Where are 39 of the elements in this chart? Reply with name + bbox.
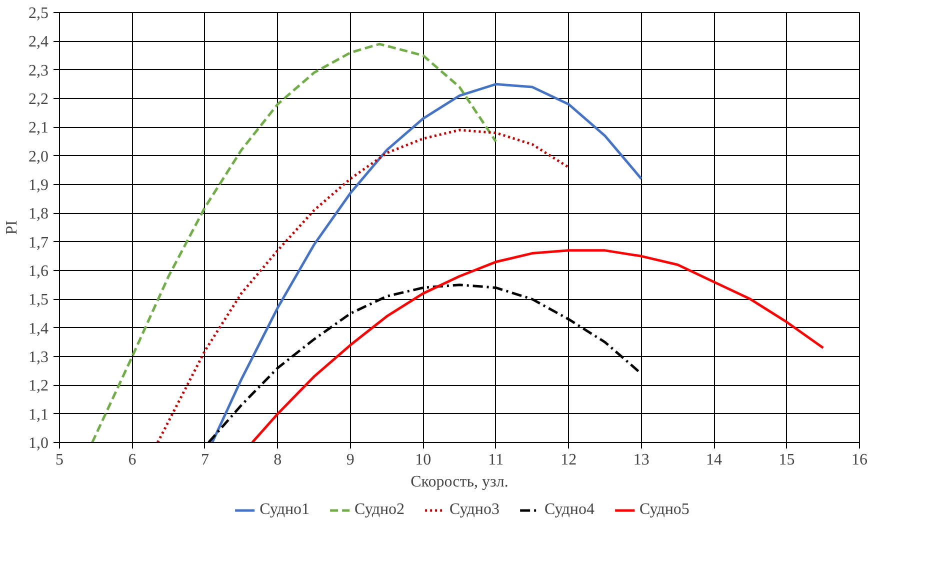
- x-tick-label: 13: [633, 452, 650, 468]
- y-tick-label: 1,2: [28, 378, 48, 395]
- x-tick-label: 10: [415, 452, 432, 468]
- y-tick-label: 2,2: [28, 91, 48, 108]
- line-series: [156, 128, 570, 442]
- y-tick-label: 1,0: [28, 435, 48, 452]
- legend-label: Судно3: [450, 501, 500, 519]
- y-tick-label: 2,1: [28, 120, 48, 137]
- y-tick-label: 1,4: [28, 320, 48, 338]
- x-tick-label: 12: [560, 452, 577, 468]
- y-tick-label: 1,6: [28, 263, 48, 280]
- x-tick-label: 15: [778, 452, 795, 468]
- line-series: [250, 249, 824, 442]
- y-tick-label: 1,5: [28, 292, 48, 309]
- x-axis-title: Скорость, узл.: [410, 474, 508, 490]
- x-tick-label: 11: [488, 452, 504, 468]
- y-tick-label: 2,0: [28, 148, 48, 166]
- y-tick-label: 2,5: [28, 5, 48, 22]
- y-tick-label: 1,8: [28, 206, 48, 223]
- x-tick-label: 8: [274, 452, 282, 468]
- y-tick-label: 1,1: [28, 406, 48, 424]
- legend-label: Судно4: [544, 501, 594, 519]
- x-tick-label: 9: [346, 452, 354, 468]
- x-tick-label: 14: [706, 452, 722, 468]
- y-tick-label: 1,7: [28, 234, 48, 252]
- x-tick-label: 7: [200, 452, 209, 468]
- legend-label: Судно2: [354, 501, 405, 519]
- y-tick-label: 1,3: [28, 349, 48, 366]
- y-tick-label: 2,3: [28, 62, 48, 80]
- y-tick-label: 1,9: [28, 177, 48, 194]
- line-series: [90, 42, 498, 442]
- x-tick-label: 6: [128, 452, 136, 468]
- y-tick-label: 2,4: [28, 34, 48, 51]
- legend-label: Судно5: [639, 501, 690, 519]
- line-series: [210, 82, 643, 442]
- y-axis-title: PI: [4, 220, 20, 235]
- x-tick-label: 5: [56, 452, 64, 468]
- legend-label: Судно1: [260, 501, 310, 519]
- x-tick-label: 16: [852, 452, 868, 468]
